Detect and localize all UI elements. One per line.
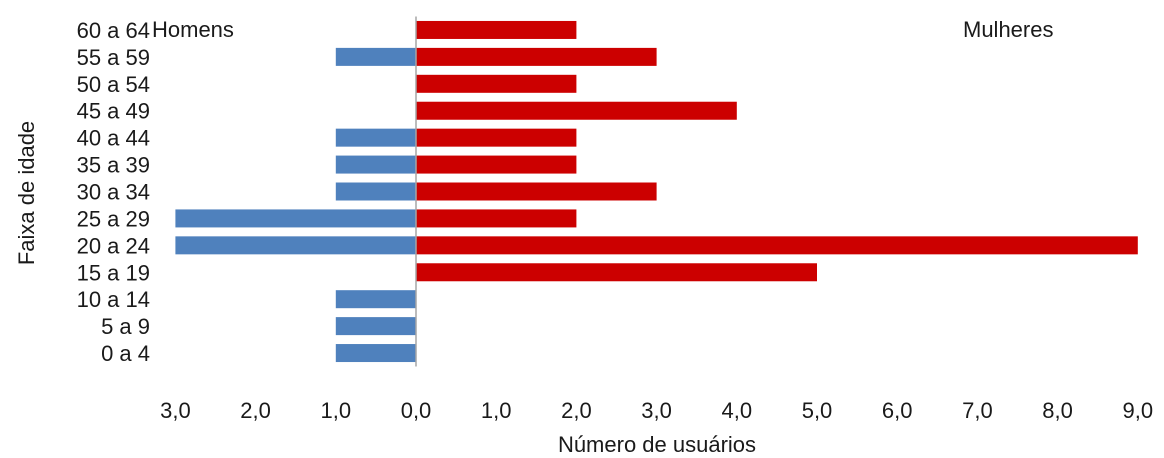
x-axis-title: Número de usuários — [558, 432, 756, 457]
x-tick-left-2,0: 2,0 — [240, 398, 271, 423]
bar-homens-25-a-29 — [175, 209, 416, 228]
category-label-15-a-19: 15 a 19 — [77, 260, 150, 285]
bar-mulheres-45-a-49 — [416, 101, 737, 120]
bar-mulheres-50-a-54 — [416, 74, 577, 93]
category-label-55-a-59: 55 a 59 — [77, 45, 150, 70]
bar-mulheres-55-a-59 — [416, 47, 657, 66]
bar-mulheres-15-a-19 — [416, 263, 817, 282]
x-tick-right-1,0: 1,0 — [481, 398, 512, 423]
bar-mulheres-20-a-24 — [416, 236, 1138, 255]
x-tick-right-7,0: 7,0 — [962, 398, 993, 423]
bar-homens-10-a-14 — [335, 290, 416, 309]
x-tick-right-2,0: 2,0 — [561, 398, 592, 423]
series-label-homens: Homens — [152, 17, 234, 42]
category-label-5-a-9: 5 a 9 — [101, 314, 150, 339]
category-label-50-a-54: 50 a 54 — [77, 72, 150, 97]
bar-homens-40-a-44 — [335, 128, 416, 147]
series-label-mulheres: Mulheres — [963, 17, 1053, 42]
category-label-35-a-39: 35 a 39 — [77, 153, 150, 178]
x-tick-left-3,0: 3,0 — [160, 398, 191, 423]
bar-homens-5-a-9 — [335, 317, 416, 336]
bar-homens-35-a-39 — [335, 155, 416, 174]
bar-mulheres-60-a-64 — [416, 20, 577, 39]
x-tick-left-1,0: 1,0 — [321, 398, 352, 423]
x-tick-right-9,0: 9,0 — [1123, 398, 1154, 423]
y-axis-title: Faixa de idade — [14, 121, 39, 265]
bar-homens-0-a-4 — [335, 344, 416, 363]
x-tick-right-8,0: 8,0 — [1042, 398, 1073, 423]
category-label-60-a-64: 60 a 64 — [77, 18, 150, 43]
x-tick-right-0,0: 0,0 — [401, 398, 432, 423]
category-label-0-a-4: 0 a 4 — [101, 341, 150, 366]
x-tick-right-3,0: 3,0 — [641, 398, 672, 423]
bar-mulheres-35-a-39 — [416, 155, 577, 174]
x-tick-labels: 3,0 2,0 1,0 0,0 1,0 2,0 3,0 4,0 5,0 6,0 7,0 8,0 9,0 — [160, 398, 1153, 423]
bar-mulheres-25-a-29 — [416, 209, 577, 228]
bar-mulheres-30-a-34 — [416, 182, 657, 201]
x-tick-right-5,0: 5,0 — [802, 398, 833, 423]
x-tick-right-6,0: 6,0 — [882, 398, 913, 423]
category-label-45-a-49: 45 a 49 — [77, 99, 150, 124]
x-tick-right-4,0: 4,0 — [722, 398, 753, 423]
bar-homens-55-a-59 — [335, 47, 416, 66]
bar-homens-30-a-34 — [335, 182, 416, 201]
category-label-30-a-34: 30 a 34 — [77, 180, 150, 205]
bars-group — [175, 20, 1138, 363]
bar-mulheres-40-a-44 — [416, 128, 577, 147]
category-label-40-a-44: 40 a 44 — [77, 126, 150, 151]
category-label-10-a-14: 10 a 14 — [77, 287, 150, 312]
bar-homens-20-a-24 — [175, 236, 416, 255]
category-label-20-a-24: 20 a 24 — [77, 233, 150, 258]
category-label-25-a-29: 25 a 29 — [77, 206, 150, 231]
